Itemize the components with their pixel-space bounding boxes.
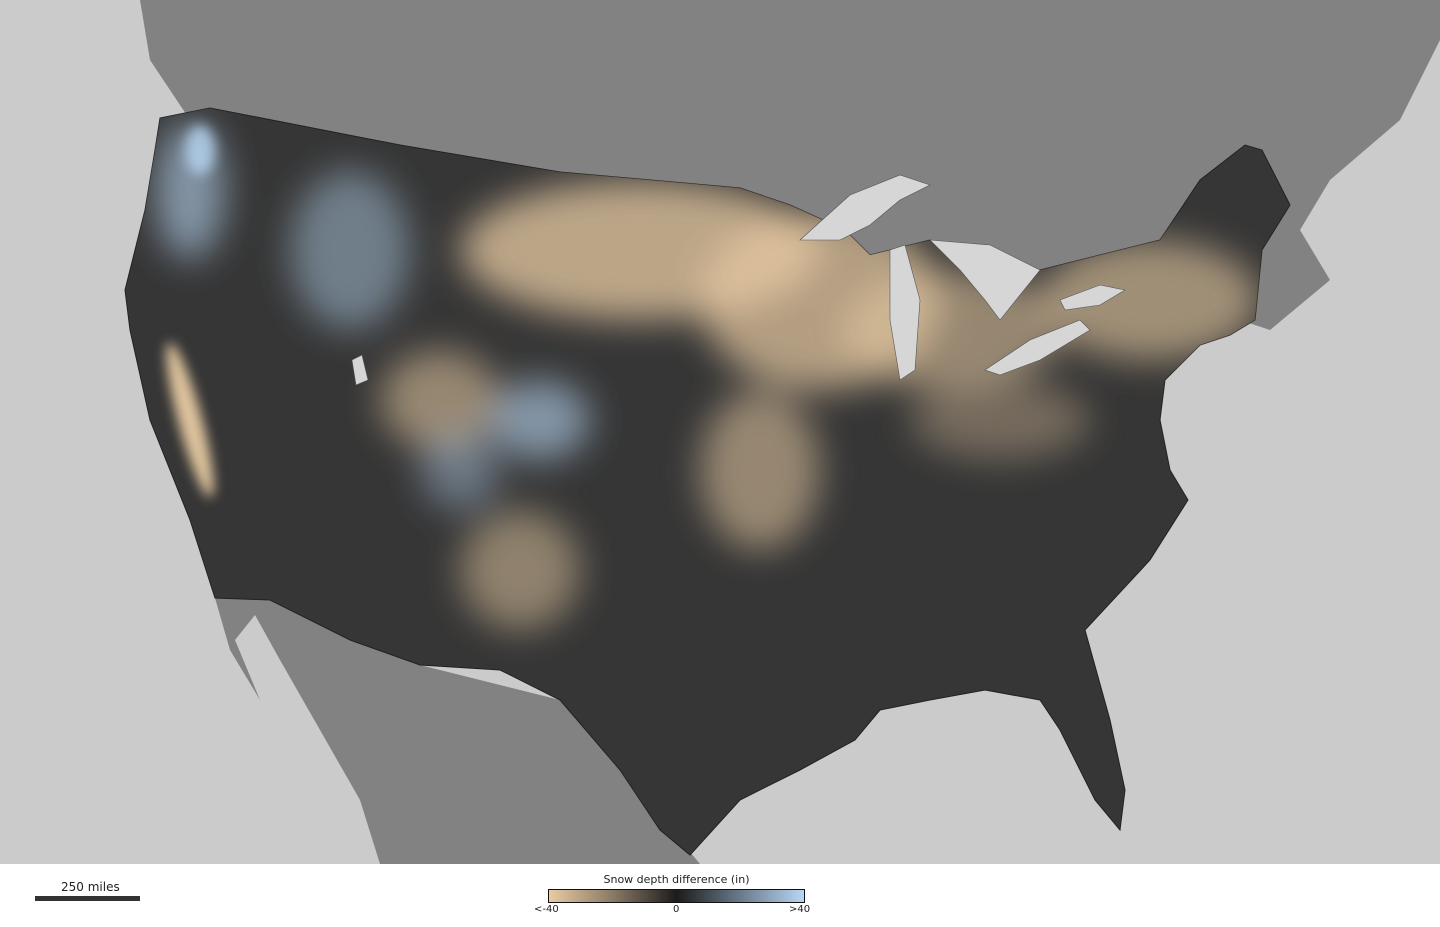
- great-lakes: [351, 174, 1126, 386]
- map-footer: 250 miles Snow depth difference (in) <-4…: [0, 864, 1440, 927]
- legend-title: Snow depth difference (in): [603, 873, 750, 886]
- lake-superior: [799, 174, 931, 241]
- lake-huron: [929, 239, 1041, 321]
- scale-bar-label: 250 miles: [61, 880, 120, 894]
- baja-gulf: [235, 615, 380, 864]
- legend-min-label: <-40: [534, 904, 559, 915]
- snow-depth-map: [0, 0, 1440, 864]
- lake-ontario: [1059, 284, 1126, 311]
- legend-color-ramp: [548, 889, 805, 903]
- lake-michigan: [889, 244, 921, 381]
- legend-mid-label: 0: [673, 904, 680, 915]
- scale-bar: [35, 896, 140, 901]
- canada-land: [140, 0, 1440, 330]
- lake-erie: [984, 319, 1091, 376]
- legend-max-label: >40: [789, 904, 811, 915]
- great-salt-lake: [351, 354, 369, 386]
